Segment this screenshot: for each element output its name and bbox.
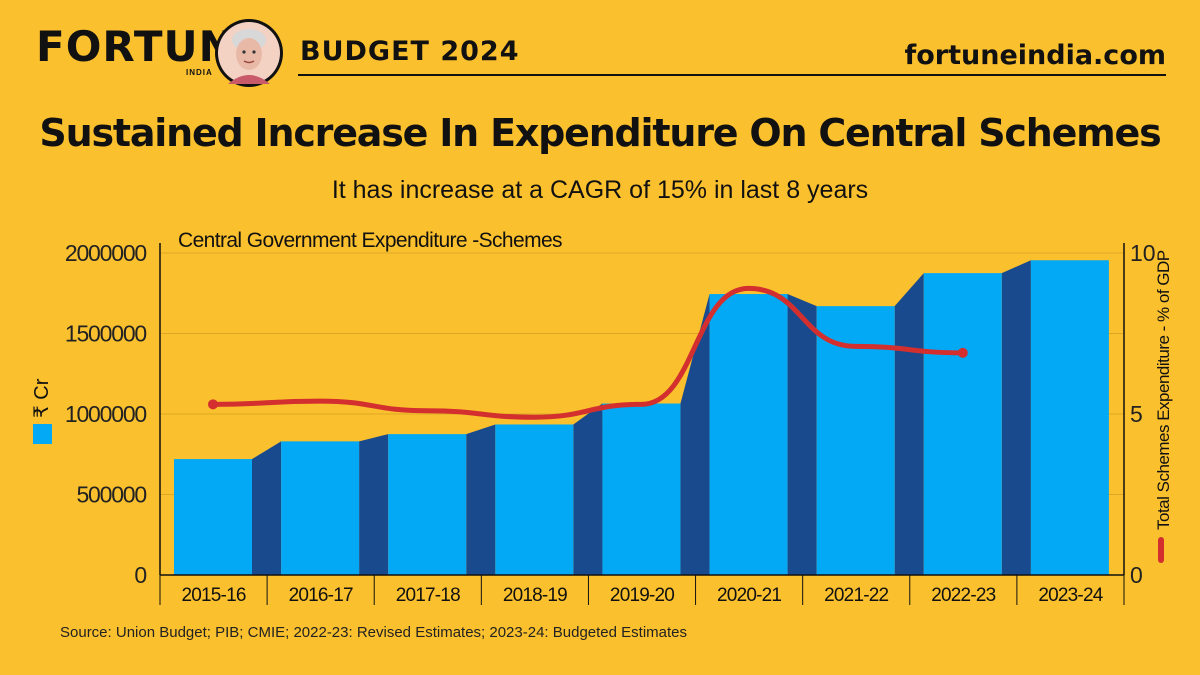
x-tick-label: 2021-22 — [824, 585, 888, 606]
header: FORTUNE INDIA BUDGET 2024 fortuneindia.c… — [0, 0, 1200, 100]
bar-2018-19 — [495, 424, 574, 575]
bar-side-connector — [787, 294, 817, 575]
line-start-marker — [208, 399, 218, 410]
bar-side-connector — [573, 403, 603, 575]
site-link[interactable]: fortuneindia.com — [904, 40, 1167, 71]
brand-sub: INDIA — [186, 68, 213, 77]
bar-2021-22 — [816, 306, 895, 575]
y-tick-label-right: 5 — [1130, 401, 1143, 427]
edition-label: BUDGET 2024 — [300, 36, 520, 67]
bar-2023-24 — [1030, 260, 1109, 575]
x-tick-label: 2016-17 — [289, 585, 353, 606]
header-rule — [298, 74, 1166, 76]
bar-side-connector — [680, 294, 710, 575]
x-tick-label: 2023-24 — [1038, 585, 1103, 606]
bar-2017-18 — [388, 434, 467, 575]
legend-bar-swatch — [33, 424, 52, 444]
x-tick-label: 2018-19 — [503, 585, 567, 606]
page-subtitle: It has increase at a CAGR of 15% in last… — [331, 176, 869, 204]
y-tick-label-right: 10 — [1130, 240, 1156, 266]
y-tick-label-left: 1000000 — [65, 401, 147, 427]
bar-2020-21 — [709, 294, 788, 575]
gdp-share-line — [210, 285, 966, 420]
x-tick-label: 2017-18 — [396, 585, 460, 606]
bar-side-connector — [466, 424, 496, 575]
line-end-marker — [957, 347, 968, 358]
source-note: Source: Union Budget; PIB; CMIE; 2022-23… — [60, 624, 688, 641]
bar-side-connector — [894, 273, 924, 575]
bar-side-connector — [359, 434, 389, 575]
bar-2022-23 — [923, 273, 1002, 575]
bar-side-connector — [252, 441, 282, 575]
page-title: Sustained Increase In Expenditure On Cen… — [39, 111, 1161, 155]
y-tick-label-left: 2000000 — [65, 240, 147, 266]
x-tick-label: 2015-16 — [181, 585, 245, 606]
x-tick-label: 2019-20 — [610, 585, 674, 606]
portrait-icon — [215, 19, 283, 87]
y-tick-label-left: 500000 — [76, 482, 146, 508]
y-tick-label-left: 1500000 — [65, 321, 147, 347]
bar-2016-17 — [281, 441, 360, 575]
legend-line-label: Total Schemes Expenditure - % of GDP — [1154, 250, 1173, 530]
y-tick-label-right: 0 — [1130, 562, 1143, 588]
chart-title: Central Government Expenditure -Schemes — [178, 229, 562, 252]
x-tick-label: 2020-21 — [717, 585, 781, 606]
bar-2019-20 — [602, 403, 681, 575]
bar-2015-16 — [174, 459, 252, 575]
y-tick-label-left: 0 — [134, 562, 146, 588]
x-tick-label: 2022-23 — [931, 585, 995, 606]
legend-bar-label: ₹ Cr — [31, 378, 53, 418]
bar-side-connector — [1001, 260, 1031, 575]
